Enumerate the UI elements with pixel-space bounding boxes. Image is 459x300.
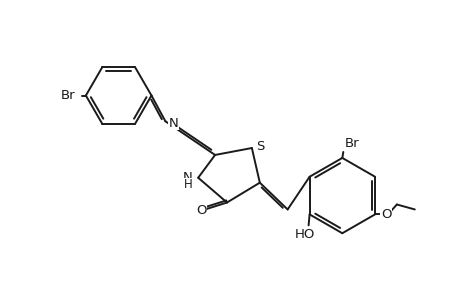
Text: N: N: [168, 117, 178, 130]
Text: Br: Br: [60, 89, 75, 102]
Text: O: O: [196, 204, 206, 217]
Text: HO: HO: [294, 228, 314, 241]
Text: Br: Br: [343, 137, 358, 150]
Text: N: N: [182, 171, 192, 184]
Text: O: O: [380, 208, 391, 221]
Text: S: S: [255, 140, 263, 152]
Text: H: H: [183, 178, 192, 191]
